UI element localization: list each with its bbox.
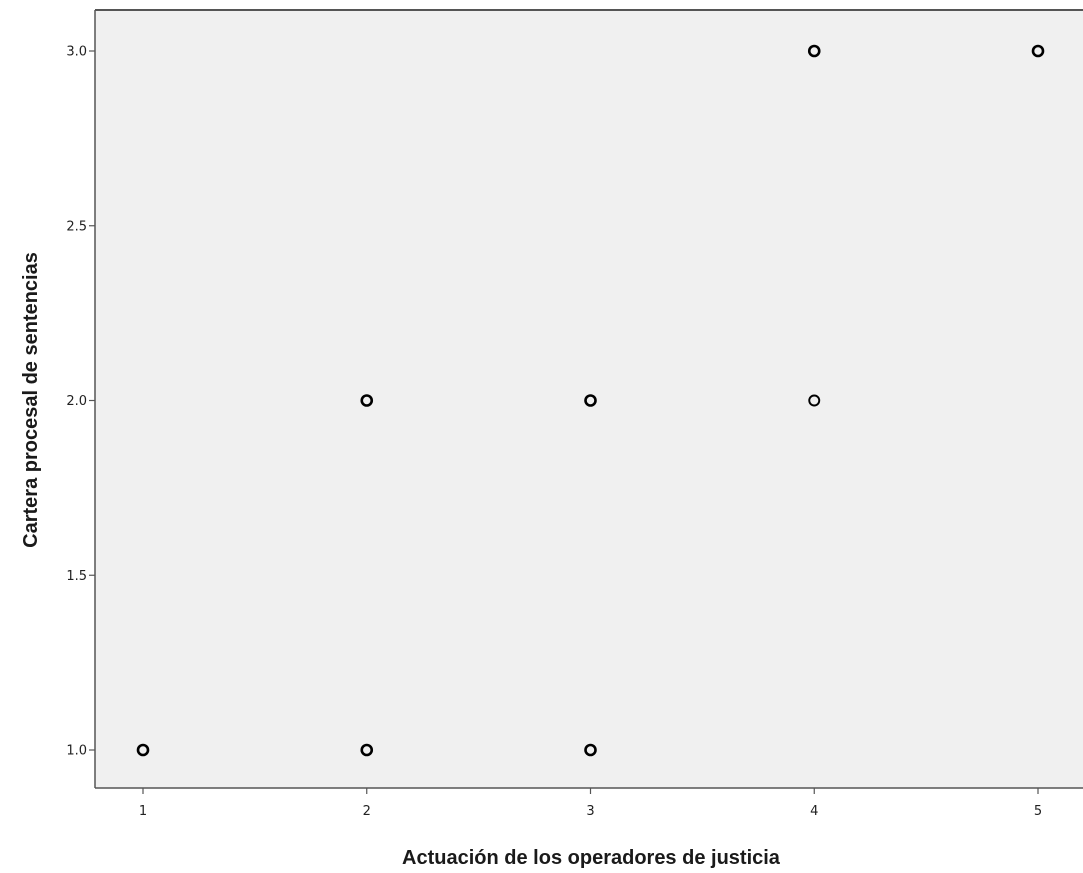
y-axis-ticks: 1.0 1.5 2.0 2.5 3.0 bbox=[66, 45, 95, 759]
x-axis-title: Actuación de los operadores de justicia bbox=[402, 847, 781, 869]
data-points bbox=[136, 44, 1045, 757]
x-tick-label: 3 bbox=[586, 804, 594, 819]
y-axis-title: Cartera procesal de sentencias bbox=[20, 252, 42, 548]
x-tick-label: 5 bbox=[1034, 804, 1042, 819]
x-tick-label: 1 bbox=[139, 804, 147, 819]
data-point bbox=[1031, 44, 1045, 58]
data-point bbox=[584, 743, 597, 757]
y-tick-label: 2.5 bbox=[66, 219, 87, 234]
data-point bbox=[808, 394, 821, 407]
x-tick-label: 4 bbox=[810, 804, 818, 819]
data-point bbox=[807, 44, 821, 58]
data-point bbox=[136, 743, 150, 757]
data-point bbox=[360, 743, 374, 757]
data-point bbox=[360, 394, 374, 407]
x-axis-ticks: 1 2 3 4 5 bbox=[139, 788, 1042, 819]
data-point bbox=[584, 394, 597, 407]
x-tick-label: 2 bbox=[363, 804, 371, 819]
y-tick-label: 3.0 bbox=[66, 45, 87, 60]
y-tick-label: 1.5 bbox=[66, 569, 87, 584]
y-tick-label: 2.0 bbox=[66, 394, 87, 409]
y-tick-label: 1.0 bbox=[66, 744, 87, 759]
plot-area bbox=[95, 10, 1083, 788]
